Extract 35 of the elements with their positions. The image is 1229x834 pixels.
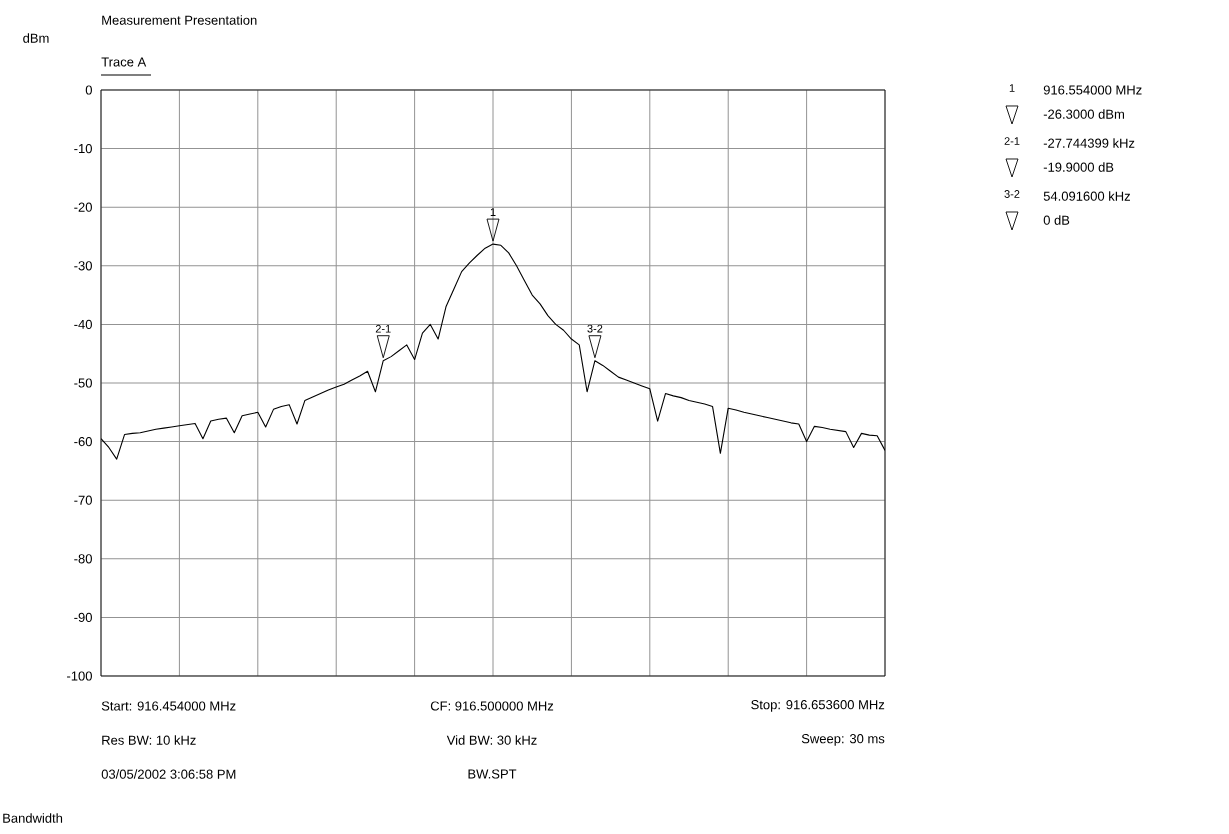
y-tick-label: 0	[85, 85, 92, 95]
y-tick-label: -30	[74, 261, 92, 271]
y-tick-label: -80	[74, 554, 92, 564]
text: -26.3000 dBm	[1043, 109, 1124, 119]
text: -27.744399 kHz	[1043, 138, 1135, 148]
text: Sweep: 30 ms	[801, 734, 885, 746]
text: 03/05/2002 3:06:58 PM	[101, 769, 236, 779]
annotation: 1	[490, 208, 496, 216]
y-tick-label: -90	[74, 612, 92, 622]
chart-title: Measurement Presentation	[102, 15, 257, 25]
y-tick-label: -10	[74, 143, 92, 154]
annotation: 2-1	[375, 324, 391, 333]
y-tick-label: -20	[74, 202, 92, 212]
text: CF: 916.500000 MHz	[430, 701, 554, 711]
text: Vid BW: 30 kHz	[446, 735, 537, 745]
annotation: 3-2	[587, 324, 603, 333]
y-tick-label: -50	[74, 378, 92, 388]
text: Bandwidth	[3, 813, 63, 823]
text: Trace A	[101, 57, 147, 67]
y-tick-label: -60	[74, 436, 92, 447]
text: Start: 916.454000 MHz	[101, 701, 236, 711]
text: Stop: 916.653600 MHz	[751, 700, 885, 712]
text: 0 dB	[1043, 215, 1070, 225]
y-tick-label: -100	[67, 671, 92, 681]
text: 1	[1009, 84, 1015, 92]
text: -19.9000 dB	[1043, 162, 1114, 172]
text: 3-2	[1004, 190, 1020, 198]
y-axis-title: dBm	[23, 33, 49, 43]
text: 2-1	[1004, 137, 1020, 145]
text: 916.554000 MHz	[1043, 85, 1142, 95]
text: 54.091600 kHz	[1043, 191, 1130, 201]
y-tick-label: -40	[74, 319, 92, 329]
text: BW.SPT	[468, 769, 517, 779]
y-tick-label: -70	[74, 495, 92, 505]
text: Res BW: 10 kHz	[102, 735, 196, 745]
